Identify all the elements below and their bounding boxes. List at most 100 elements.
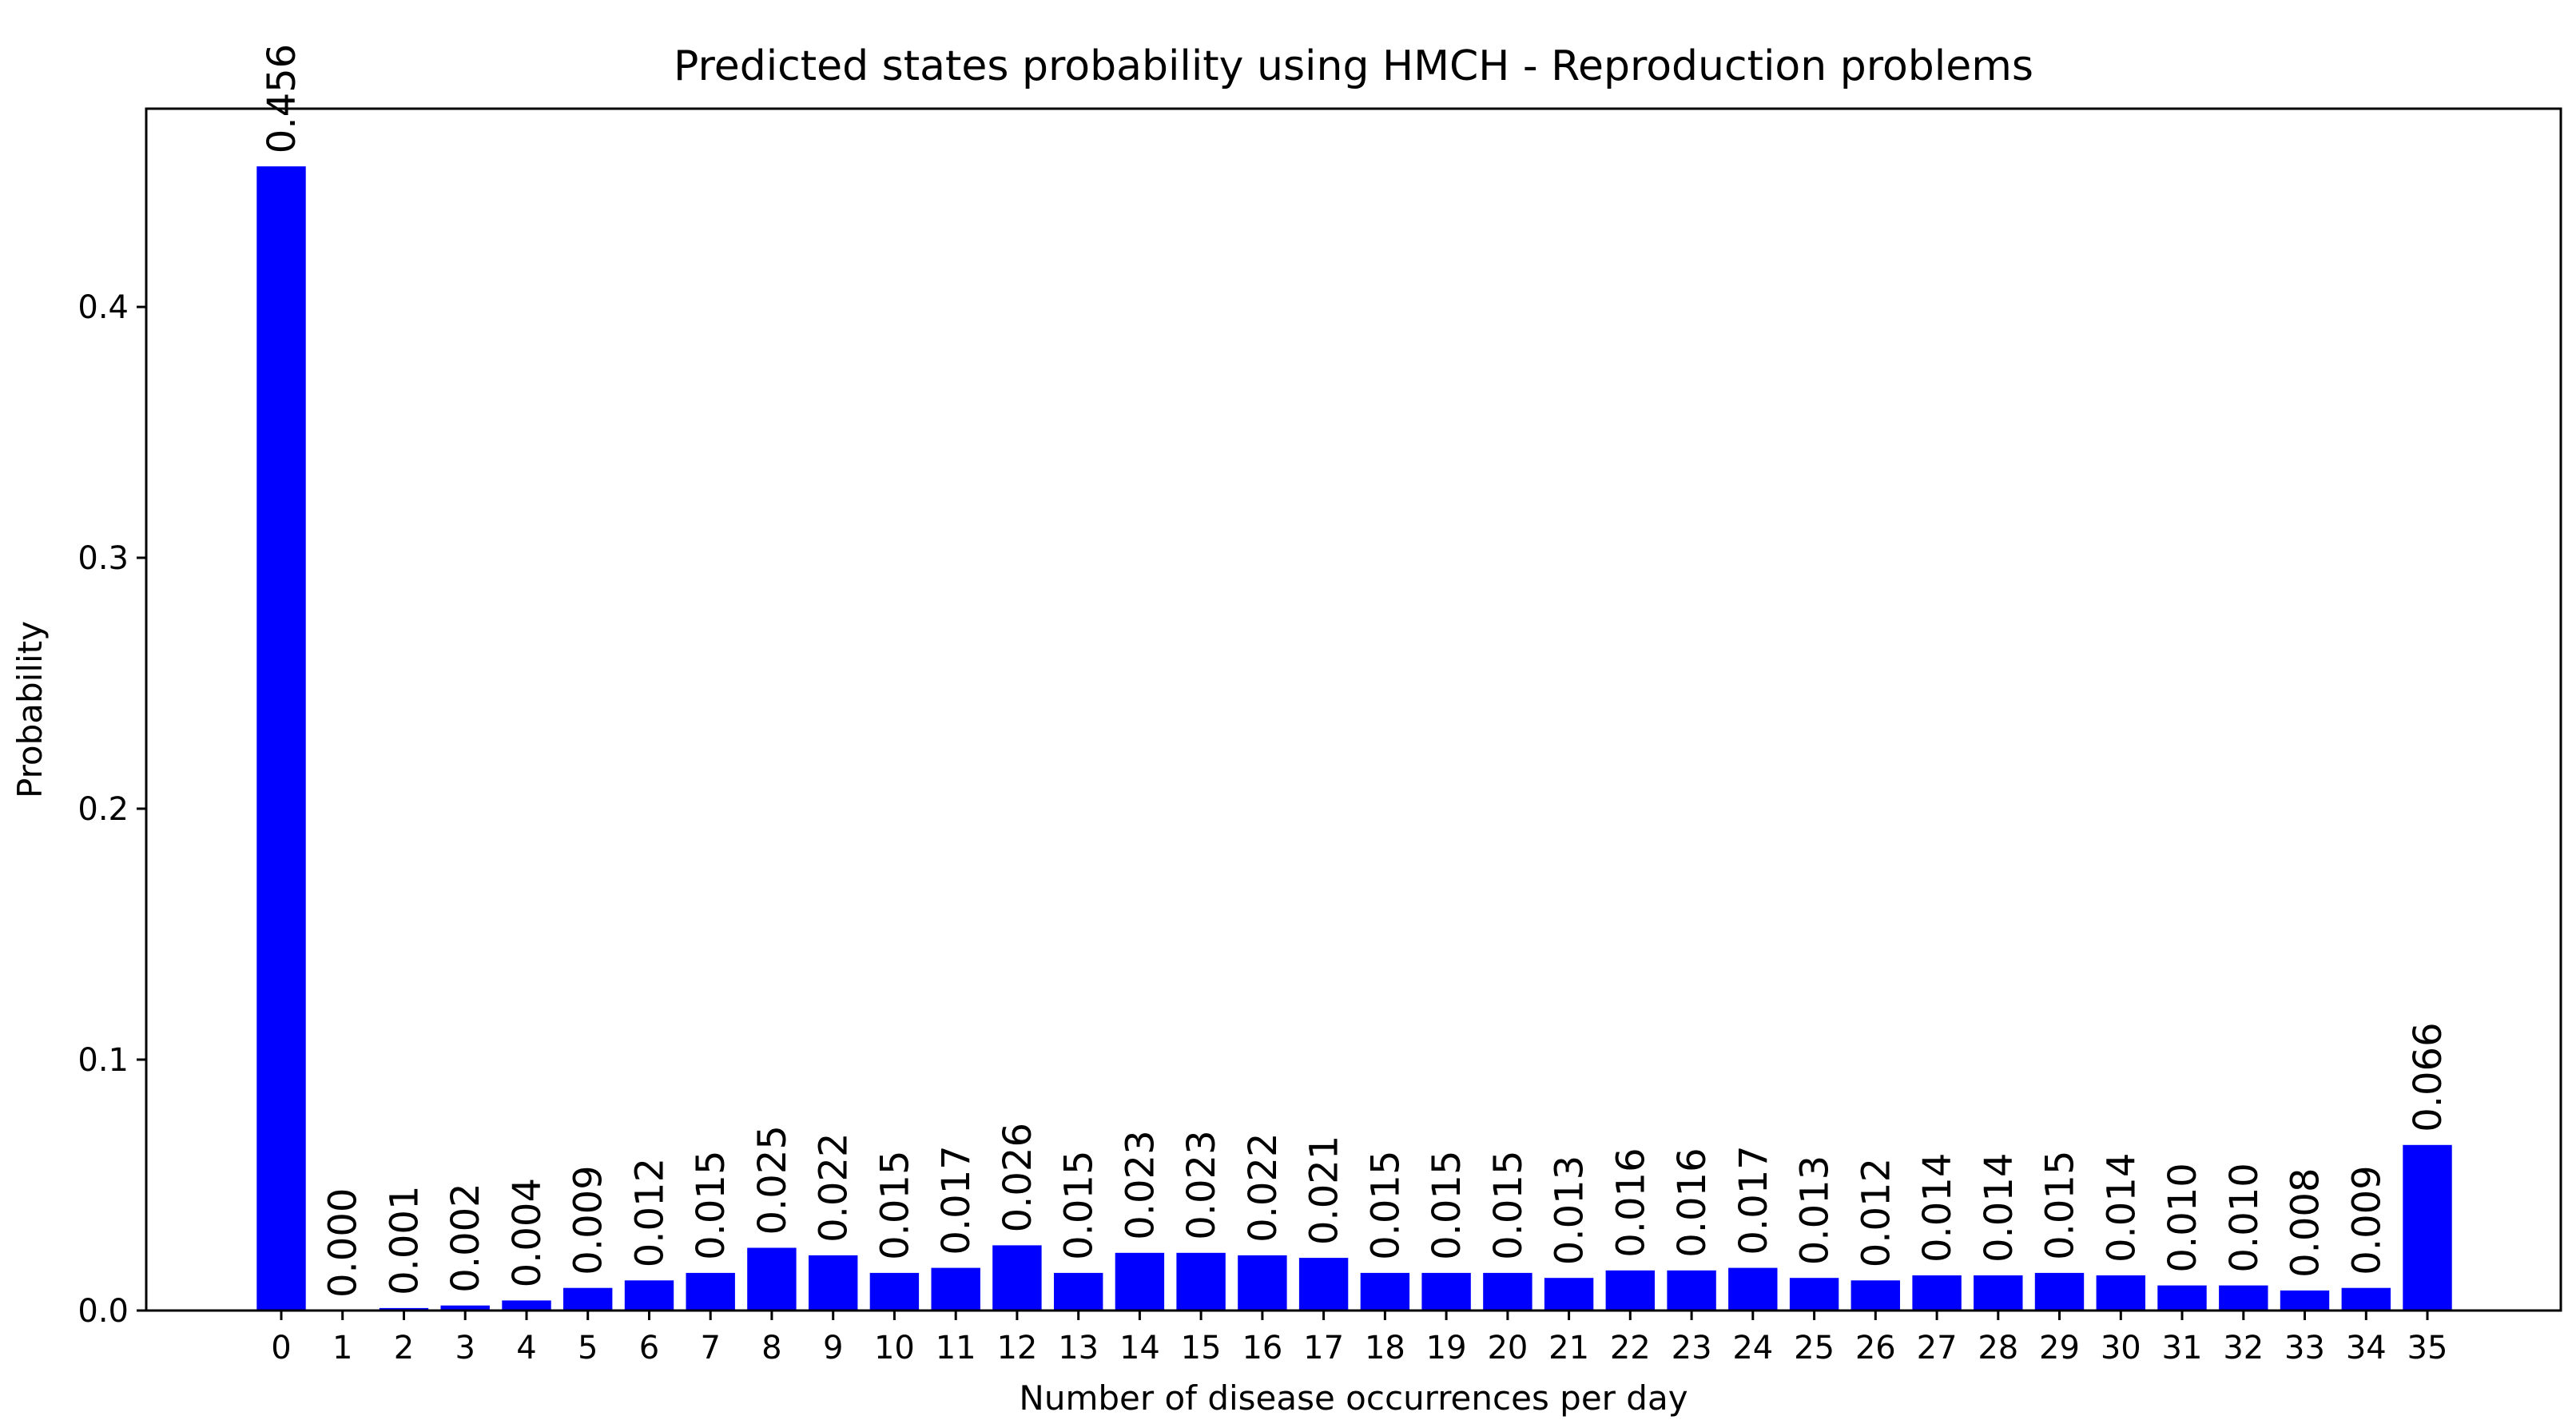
- x-tick-label-0: 0: [271, 1330, 291, 1366]
- bar-16: [1238, 1255, 1287, 1311]
- x-tick-label-8: 8: [761, 1330, 781, 1366]
- x-tick-label-16: 16: [1242, 1330, 1282, 1366]
- x-tick-label-5: 5: [578, 1330, 598, 1366]
- data-label-19: 0.015: [1425, 1150, 1469, 1259]
- y-tick-label-2: 0.2: [78, 791, 129, 828]
- data-label-24: 0.017: [1731, 1145, 1776, 1255]
- x-tick-label-1: 1: [332, 1330, 352, 1366]
- data-label-32: 0.010: [2222, 1163, 2267, 1272]
- data-label-9: 0.022: [812, 1132, 857, 1242]
- data-label-29: 0.015: [2038, 1150, 2083, 1259]
- data-label-14: 0.023: [1118, 1130, 1163, 1239]
- bar-11: [931, 1267, 980, 1311]
- x-tick-label-19: 19: [1426, 1330, 1467, 1366]
- data-label-35: 0.066: [2406, 1022, 2451, 1132]
- bar-31: [2157, 1285, 2207, 1311]
- bar-7: [686, 1272, 735, 1311]
- x-tick-label-18: 18: [1365, 1330, 1405, 1366]
- bar-4: [502, 1300, 551, 1311]
- bar-34: [2341, 1287, 2391, 1311]
- bar-20: [1483, 1272, 1532, 1311]
- x-tick-label-30: 30: [2101, 1330, 2141, 1366]
- data-label-1: 0.000: [321, 1188, 366, 1298]
- data-label-8: 0.025: [750, 1125, 795, 1235]
- x-tick-label-35: 35: [2407, 1330, 2448, 1366]
- data-label-4: 0.004: [505, 1178, 550, 1287]
- plot-frame: [145, 107, 2562, 1312]
- bar-22: [1605, 1270, 1655, 1311]
- x-tick-label-12: 12: [996, 1330, 1037, 1366]
- data-label-15: 0.023: [1179, 1130, 1224, 1239]
- bar-14: [1115, 1252, 1165, 1311]
- x-tick-label-17: 17: [1303, 1330, 1344, 1366]
- data-label-3: 0.002: [443, 1183, 488, 1292]
- bar-9: [809, 1255, 858, 1311]
- x-tick-label-11: 11: [936, 1330, 976, 1366]
- bar-26: [1851, 1280, 1900, 1311]
- x-tick-label-25: 25: [1794, 1330, 1835, 1366]
- x-tick-label-9: 9: [823, 1330, 843, 1366]
- chart-title: Predicted states probability using HMCH …: [674, 42, 2033, 90]
- x-tick-label-28: 28: [1978, 1330, 2018, 1366]
- data-label-21: 0.013: [1548, 1156, 1592, 1265]
- x-tick-label-26: 26: [1855, 1330, 1896, 1366]
- data-label-28: 0.014: [1977, 1153, 2021, 1263]
- bar-24: [1728, 1267, 1778, 1311]
- data-label-2: 0.001: [383, 1185, 427, 1295]
- bar-29: [2034, 1272, 2085, 1311]
- data-label-22: 0.016: [1608, 1148, 1653, 1257]
- bar-27: [1912, 1275, 1962, 1311]
- x-tick-label-2: 2: [394, 1330, 414, 1366]
- x-tick-label-23: 23: [1672, 1330, 1712, 1366]
- data-label-26: 0.012: [1854, 1158, 1898, 1267]
- data-label-20: 0.015: [1486, 1150, 1531, 1259]
- bar-21: [1544, 1278, 1594, 1311]
- data-label-10: 0.015: [873, 1150, 917, 1259]
- data-label-18: 0.015: [1363, 1150, 1408, 1259]
- data-label-16: 0.022: [1241, 1132, 1286, 1242]
- bar-17: [1298, 1258, 1349, 1311]
- x-tick-label-31: 31: [2162, 1330, 2203, 1366]
- data-label-13: 0.015: [1057, 1150, 1102, 1259]
- x-tick-label-22: 22: [1610, 1330, 1651, 1366]
- bars-group: [256, 166, 2452, 1311]
- bar-5: [563, 1287, 613, 1311]
- data-label-11: 0.017: [934, 1145, 979, 1255]
- bar-28: [1974, 1275, 2023, 1311]
- bar-32: [2219, 1285, 2268, 1311]
- x-tick-label-7: 7: [700, 1330, 720, 1366]
- data-label-31: 0.010: [2161, 1163, 2205, 1272]
- x-tick-label-6: 6: [639, 1330, 659, 1366]
- data-label-27: 0.014: [1915, 1153, 1960, 1263]
- data-label-25: 0.013: [1793, 1156, 1838, 1265]
- bar-6: [624, 1280, 674, 1311]
- data-label-5: 0.009: [566, 1165, 611, 1275]
- bar-25: [1789, 1278, 1839, 1311]
- bar-23: [1667, 1270, 1716, 1311]
- x-tick-label-15: 15: [1181, 1330, 1222, 1366]
- x-tick-label-27: 27: [1917, 1330, 1958, 1366]
- data-label-23: 0.016: [1670, 1148, 1715, 1257]
- data-label-34: 0.009: [2344, 1165, 2389, 1275]
- bar-12: [992, 1245, 1042, 1311]
- y-axis-label: Probability: [10, 621, 50, 798]
- x-axis-label: Number of disease occurrences per day: [1019, 1378, 1688, 1418]
- x-tick-label-14: 14: [1119, 1330, 1160, 1366]
- x-tick-label-32: 32: [2223, 1330, 2264, 1366]
- x-tick-label-21: 21: [1548, 1330, 1589, 1366]
- data-label-12: 0.026: [996, 1123, 1040, 1232]
- data-label-0: 0.456: [260, 44, 304, 153]
- bar-19: [1421, 1272, 1471, 1311]
- bar-2: [379, 1307, 429, 1311]
- data-labels-group: 0.456 0.000 0.001 0.002 0.004 0.009 0.012 0.015…: [260, 44, 2451, 1298]
- x-tick-label-20: 20: [1487, 1330, 1528, 1366]
- data-label-30: 0.014: [2099, 1153, 2144, 1263]
- x-tick-label-10: 10: [874, 1330, 915, 1366]
- data-label-17: 0.021: [1302, 1136, 1347, 1245]
- y-tick-label-4: 0.4: [78, 289, 129, 326]
- bar-33: [2280, 1290, 2330, 1311]
- x-tick-label-33: 33: [2284, 1330, 2325, 1366]
- x-tick-label-24: 24: [1732, 1330, 1773, 1366]
- x-tick-label-13: 13: [1058, 1330, 1099, 1366]
